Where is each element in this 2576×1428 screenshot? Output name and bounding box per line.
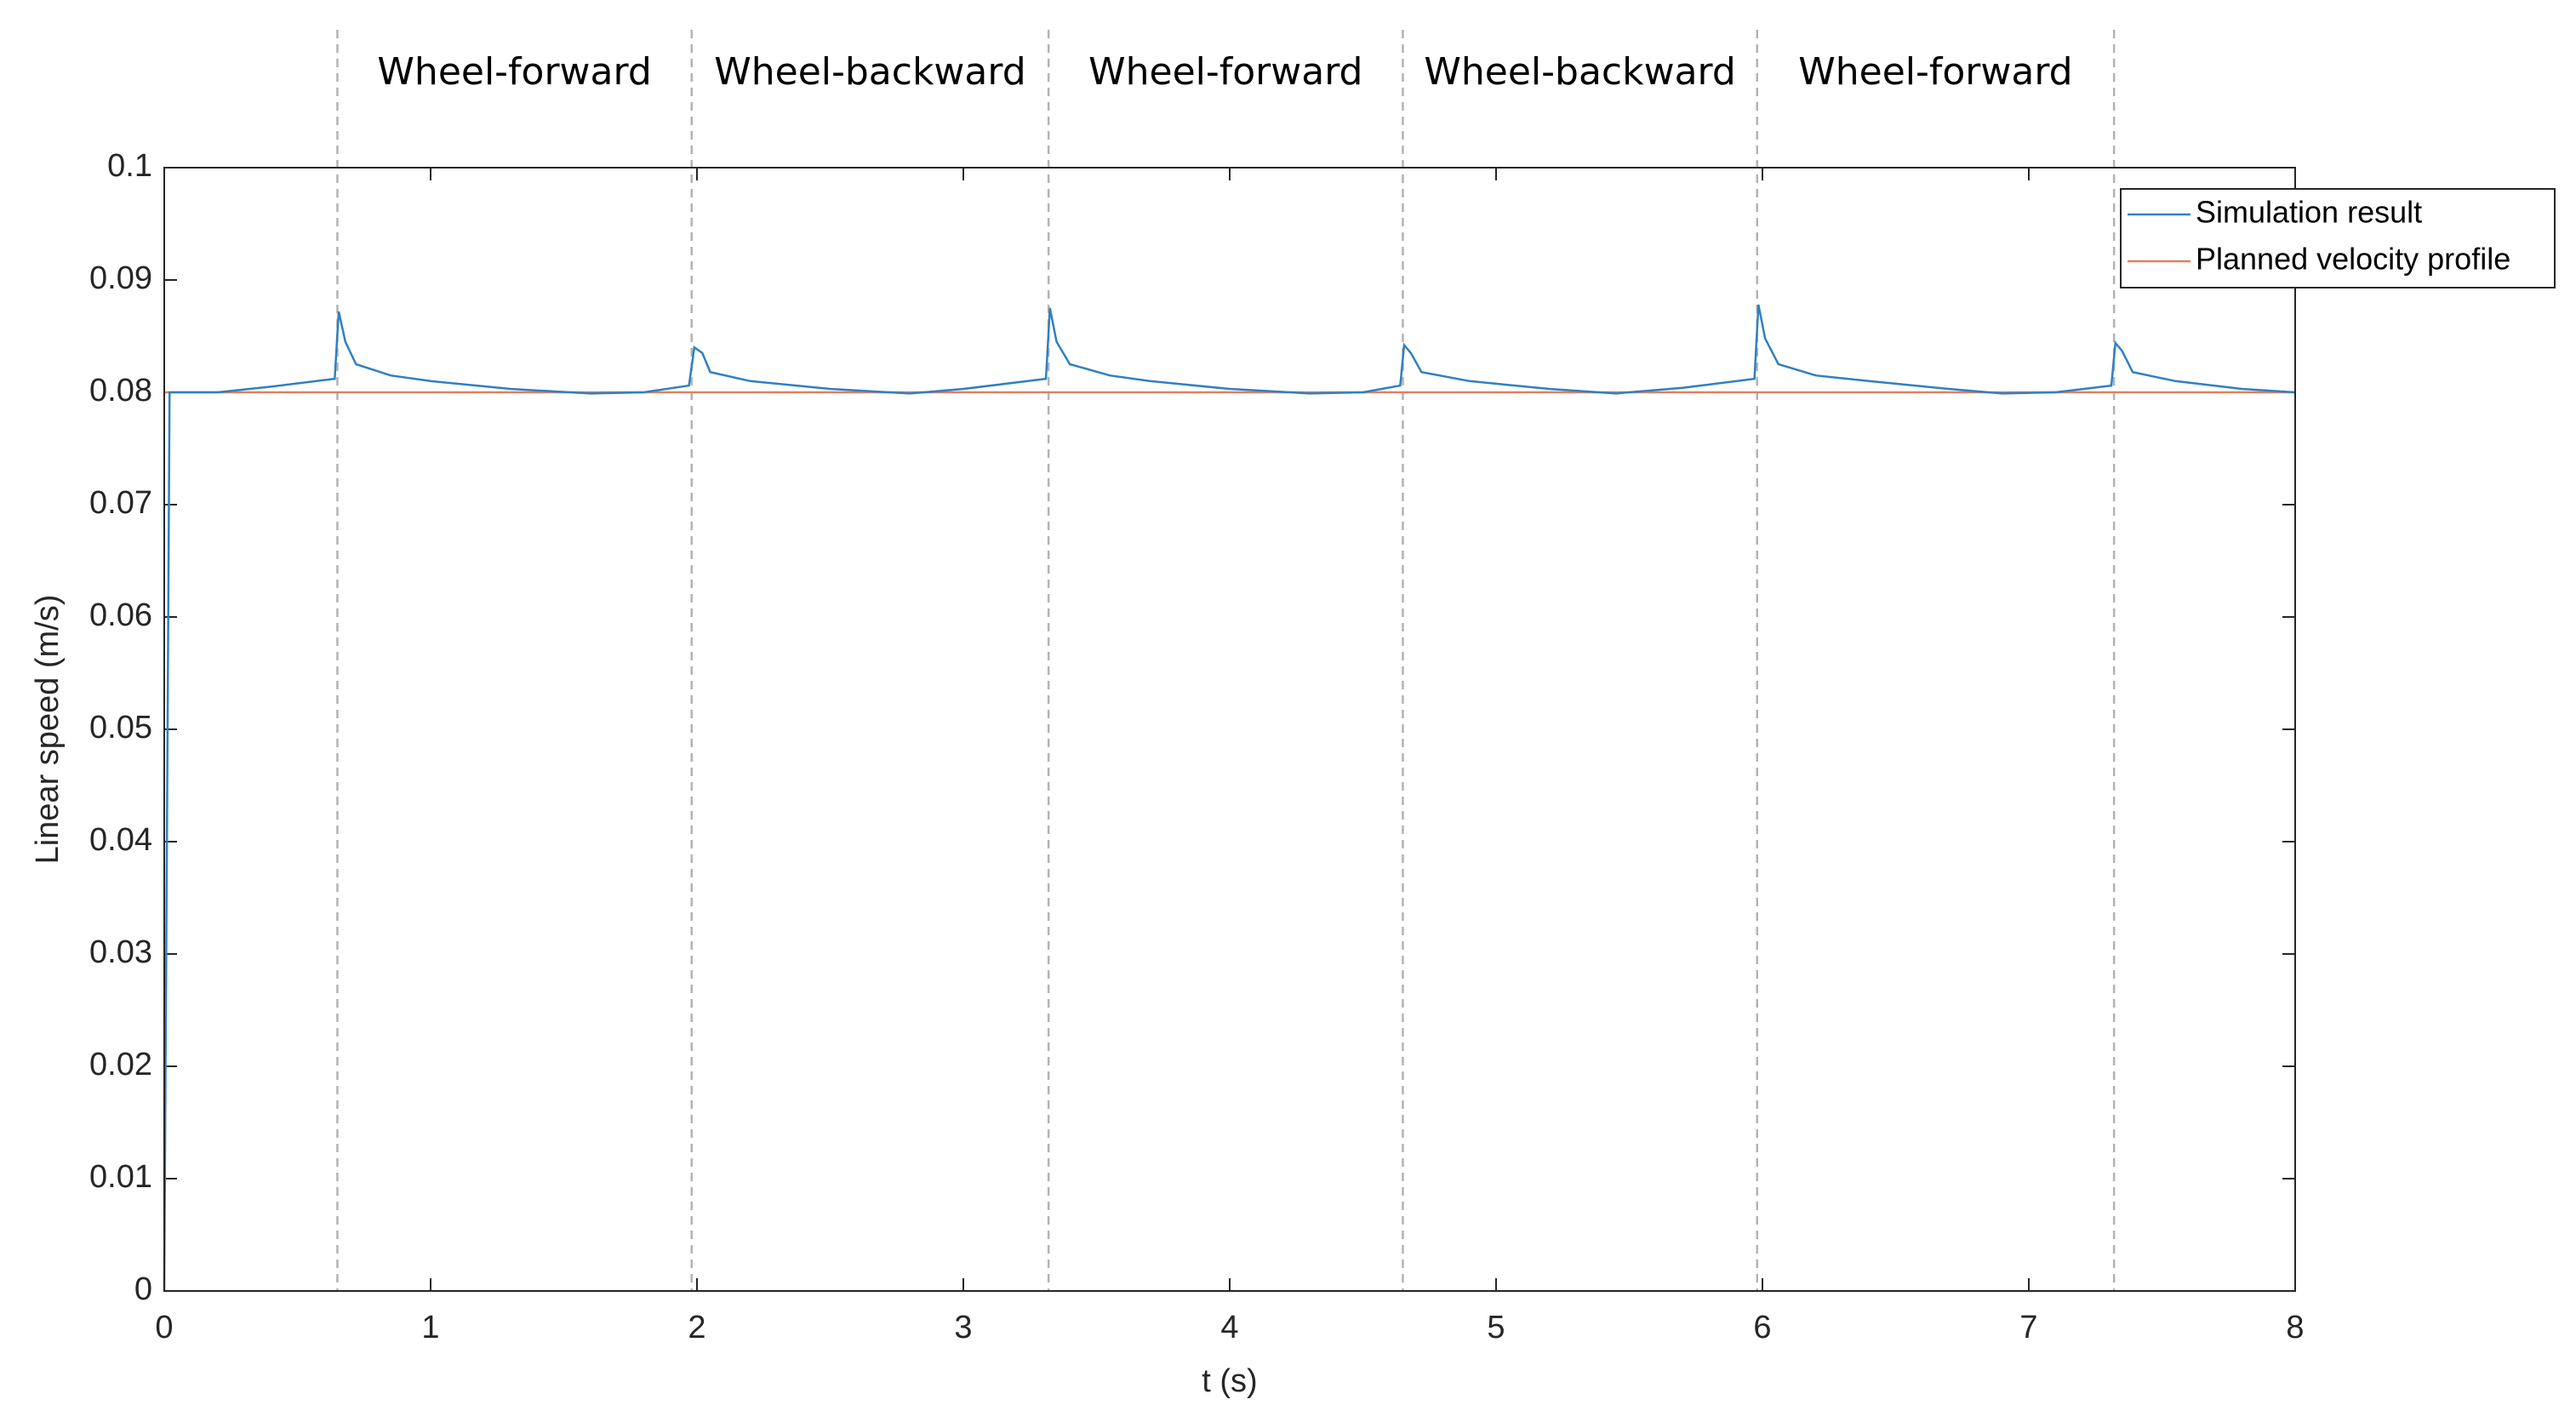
y-tick-label: 0.02 (89, 1047, 152, 1082)
axes-box (163, 167, 2296, 1292)
series-line (163, 304, 2296, 1292)
y-tick-label: 0.07 (89, 485, 152, 521)
y-tick-label: 0.01 (89, 1159, 152, 1195)
x-tick-label: 3 (954, 1310, 972, 1345)
legend-label: Simulation result (2196, 195, 2422, 230)
legend-label: Planned velocity profile (2196, 242, 2510, 277)
phase-label: Wheel-backward (1424, 50, 1735, 94)
phase-label: Wheel-forward (1798, 50, 2072, 94)
y-tick-label: 0.04 (89, 822, 152, 858)
x-tick-label: 4 (1220, 1310, 1238, 1345)
x-tick-label: 5 (1487, 1310, 1505, 1345)
phase-label: Wheel-backward (714, 50, 1025, 94)
y-tick-label: 0.08 (89, 373, 152, 408)
x-axis-label: t (s) (1202, 1363, 1257, 1399)
x-tick-label: 0 (155, 1310, 173, 1345)
phase-label: Wheel-forward (377, 50, 651, 94)
x-tick-label: 1 (421, 1310, 439, 1345)
y-tick-label: 0.1 (107, 148, 152, 184)
y-tick-label: 0.09 (89, 260, 152, 296)
y-tick-label: 0 (134, 1271, 152, 1307)
x-tick-label: 7 (2019, 1310, 2037, 1345)
y-tick-label: 0.06 (89, 597, 152, 633)
x-tick-label: 8 (2286, 1310, 2304, 1345)
y-tick-label: 0.03 (89, 934, 152, 970)
x-tick-label: 6 (1753, 1310, 1771, 1345)
phase-label: Wheel-forward (1088, 50, 1362, 94)
legend-box (2120, 188, 2556, 288)
y-tick-label: 0.05 (89, 710, 152, 745)
x-tick-label: 2 (688, 1310, 705, 1345)
y-axis-label: Linear speed (m/s) (30, 595, 66, 865)
